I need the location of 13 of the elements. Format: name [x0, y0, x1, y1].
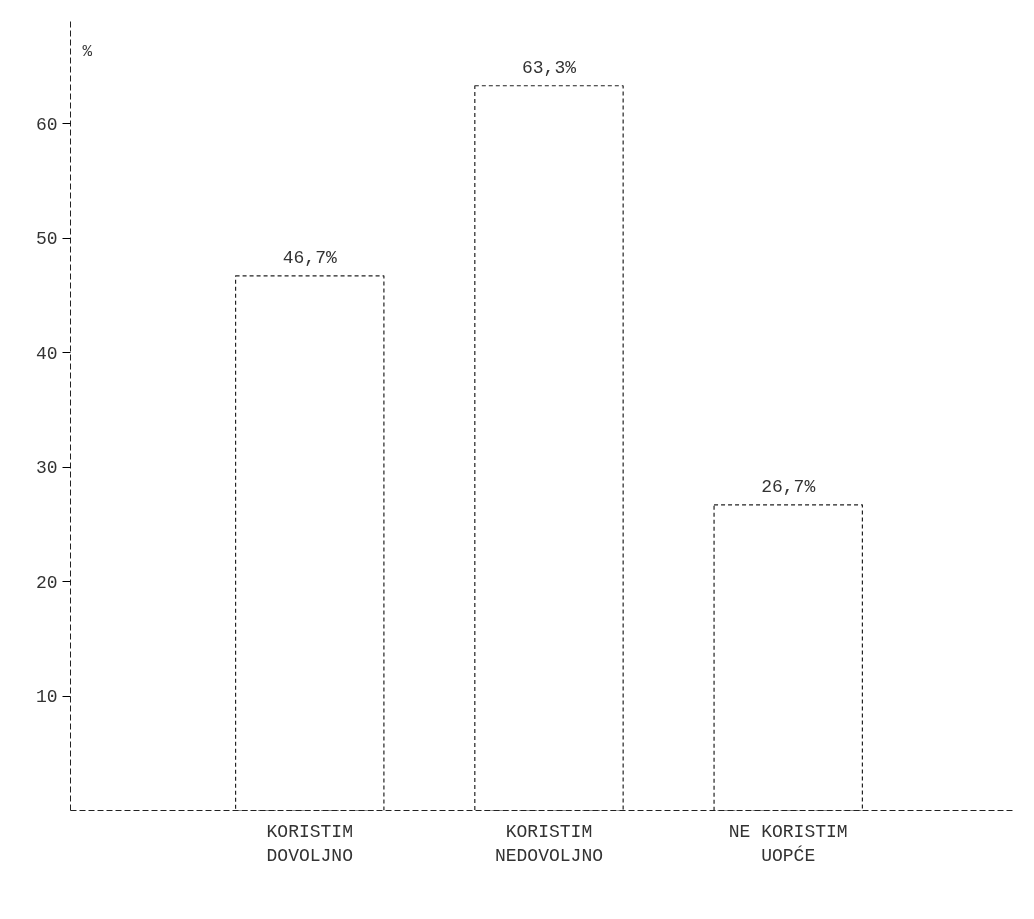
y-tick-label: 40 [35, 343, 58, 364]
y-tick-label: 30 [35, 458, 58, 479]
y-tick-label: 50 [35, 229, 58, 250]
data-label: 26,7% [761, 476, 816, 497]
data-label: 63,3% [521, 57, 577, 78]
data-label: 46,7% [282, 247, 337, 268]
x-tick-label: NE KORISTIM UOPĆE [728, 821, 848, 866]
y-tick-label: 10 [35, 687, 58, 708]
y-tick-label: 60 [35, 114, 58, 135]
x-tick-label: KORISTIM NEDOVOLJNO [494, 821, 603, 866]
x-tick-label: KORISTIM DOVOLJNO [266, 821, 353, 866]
y-axis-title: % [82, 42, 93, 61]
y-tick-label: 20 [35, 572, 58, 593]
